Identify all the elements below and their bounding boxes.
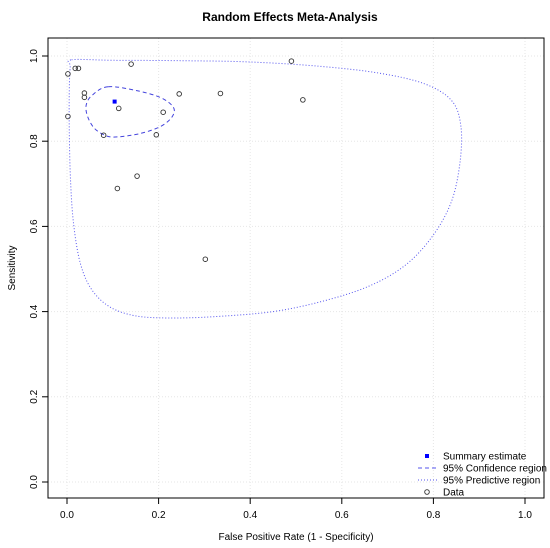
y-tick-label: 0.0: [29, 475, 40, 489]
legend-item-summary-estimate: Summary estimate: [425, 452, 527, 463]
data-point: [81, 94, 88, 101]
data-point: [134, 173, 140, 179]
x-tick-label: 0.8: [426, 510, 440, 521]
data-point: [72, 65, 78, 72]
x-tick-label: 0.4: [243, 510, 257, 521]
gridlines: [48, 38, 544, 498]
predictive-region-curve: [67, 58, 463, 319]
y-tick-label: 0.6: [29, 219, 40, 233]
data-point: [288, 58, 295, 64]
data-point: [75, 65, 82, 72]
legend-item-data: Data: [424, 488, 465, 499]
x-tick-label: 1.0: [518, 510, 532, 521]
legend-label: Data: [443, 488, 465, 499]
x-axis-label: False Positive Rate (1 - Specificity): [218, 532, 373, 543]
legend-swatch-square: [425, 454, 429, 458]
data-point: [300, 97, 306, 103]
y-tick-label: 1.0: [29, 49, 40, 63]
legend-label: Summary estimate: [443, 452, 527, 463]
data-points: [65, 58, 306, 262]
x-axis: 0.0 0.2 0.4 0.6 0.8 1.0: [60, 497, 532, 521]
summary-estimate-marker: [112, 99, 117, 104]
legend-label: 95% Confidence region: [443, 464, 547, 475]
y-axis: 0.0 0.2 0.4 0.6 0.8 1.0: [29, 49, 49, 489]
confidence-region-curve: [85, 86, 175, 138]
legend-label: 95% Predictive region: [443, 476, 540, 487]
legend-swatch-circle: [424, 489, 430, 495]
data-point: [176, 91, 182, 97]
data-point: [202, 256, 209, 262]
x-tick-label: 0.2: [152, 510, 166, 521]
data-point: [116, 105, 122, 112]
data-point: [153, 132, 160, 138]
chart-title: Random Effects Meta-Analysis: [202, 10, 378, 24]
y-axis-label: Sensitivity: [7, 245, 18, 290]
plot-frame: [47, 37, 545, 499]
legend-item-predictive-region: 95% Predictive region: [418, 476, 540, 487]
legend-item-confidence-region: 95% Confidence region: [418, 464, 547, 475]
data-point: [100, 132, 107, 138]
x-tick-label: 0.6: [335, 510, 349, 521]
data-point: [128, 61, 134, 67]
data-point: [160, 109, 166, 115]
data-point: [65, 71, 71, 77]
y-tick-label: 0.4: [29, 304, 40, 318]
data-point: [65, 113, 71, 120]
y-tick-label: 0.2: [29, 389, 40, 403]
x-tick-label: 0.0: [60, 510, 74, 521]
data-point: [217, 90, 224, 97]
data-point: [114, 185, 121, 192]
y-tick-label: 0.8: [29, 134, 40, 148]
